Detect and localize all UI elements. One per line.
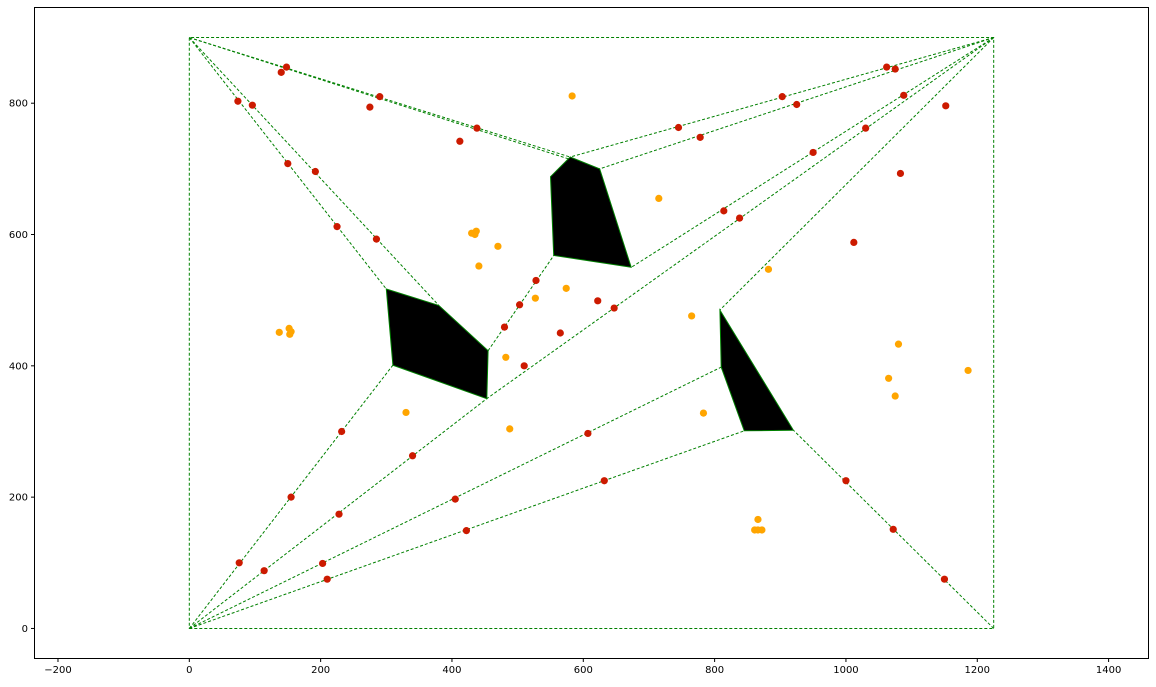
red-point bbox=[456, 137, 464, 145]
red-point bbox=[793, 100, 801, 109]
red-point bbox=[735, 214, 744, 222]
orange-point bbox=[699, 409, 708, 417]
boundary-edge bbox=[188, 37, 995, 629]
orange-point bbox=[891, 392, 899, 400]
red-point bbox=[584, 429, 592, 438]
orange-point bbox=[506, 425, 514, 433]
orange-point bbox=[758, 526, 766, 534]
red-point bbox=[520, 362, 528, 370]
red-point bbox=[287, 493, 295, 501]
orange-point bbox=[287, 328, 295, 336]
red-point bbox=[532, 276, 540, 285]
orange-point bbox=[688, 312, 696, 320]
orange-point bbox=[475, 262, 483, 270]
red-point bbox=[942, 102, 950, 110]
x-tick-label: 600 bbox=[574, 665, 593, 676]
orange-point bbox=[894, 340, 903, 348]
red-point bbox=[556, 329, 564, 337]
red-point bbox=[696, 133, 704, 141]
red-point bbox=[889, 525, 897, 533]
y-tick-label: 400 bbox=[9, 361, 28, 372]
red-point bbox=[282, 63, 291, 71]
red-point bbox=[896, 169, 905, 178]
red-point bbox=[311, 167, 319, 176]
x-tick-label: 1200 bbox=[965, 665, 990, 676]
orange-point bbox=[562, 284, 570, 292]
red-point bbox=[940, 575, 949, 583]
orange-point bbox=[885, 374, 893, 382]
x-tick-label: 800 bbox=[705, 665, 724, 676]
red-point bbox=[277, 68, 285, 76]
red-point bbox=[372, 235, 381, 243]
red-point bbox=[674, 123, 683, 132]
red-point bbox=[451, 495, 459, 503]
red-point bbox=[284, 160, 292, 168]
red-point bbox=[323, 575, 331, 583]
orange-point bbox=[502, 353, 510, 361]
red-point bbox=[883, 63, 891, 71]
red-point bbox=[842, 477, 850, 485]
red-point bbox=[473, 124, 481, 132]
path-edge bbox=[188, 37, 440, 306]
red-point bbox=[333, 223, 341, 231]
red-point bbox=[338, 427, 346, 436]
orange-point bbox=[754, 515, 762, 524]
red-point bbox=[234, 97, 242, 105]
red-point bbox=[594, 297, 602, 305]
red-point bbox=[235, 559, 243, 567]
x-tick-label: 1400 bbox=[1096, 665, 1121, 676]
red-point bbox=[462, 527, 471, 535]
path-edge bbox=[189, 37, 600, 170]
path-edge bbox=[189, 430, 745, 629]
orange-point bbox=[275, 328, 283, 336]
orange-point bbox=[494, 242, 502, 250]
y-tick-label: 600 bbox=[9, 230, 28, 241]
path-edge bbox=[719, 37, 995, 311]
red-point bbox=[500, 323, 509, 331]
x-tick-label: 0 bbox=[186, 665, 192, 676]
orange-point bbox=[531, 294, 539, 302]
orange-point bbox=[655, 194, 663, 203]
red-point bbox=[610, 304, 618, 312]
red-point bbox=[862, 124, 870, 132]
orange-point bbox=[568, 92, 576, 100]
obstacle-polygon bbox=[719, 308, 795, 432]
red-point bbox=[408, 452, 417, 460]
orange-point bbox=[764, 265, 773, 273]
path-edge bbox=[630, 37, 994, 268]
orange-point bbox=[471, 230, 479, 239]
red-point bbox=[600, 477, 608, 485]
x-tick-label: 1000 bbox=[833, 665, 858, 676]
x-tick-label: −200 bbox=[44, 665, 71, 676]
path-edge bbox=[188, 37, 387, 290]
red-point bbox=[720, 207, 728, 215]
obstacle-polygon bbox=[385, 288, 489, 400]
x-tick-label: 200 bbox=[311, 665, 330, 676]
y-tick-label: 800 bbox=[9, 99, 28, 110]
orange-point bbox=[964, 366, 972, 375]
red-point bbox=[809, 148, 817, 157]
red-point bbox=[515, 301, 524, 309]
red-point bbox=[248, 101, 256, 109]
red-point bbox=[335, 510, 343, 518]
red-point bbox=[366, 103, 374, 111]
red-point bbox=[319, 559, 327, 568]
red-point bbox=[900, 91, 908, 99]
x-tick-label: 400 bbox=[442, 665, 461, 676]
orange-point bbox=[402, 408, 410, 417]
y-tick-label: 0 bbox=[22, 624, 28, 635]
red-point bbox=[891, 65, 899, 73]
red-point bbox=[376, 93, 384, 101]
red-point bbox=[260, 567, 268, 575]
plot-area-frame bbox=[34, 7, 1149, 659]
red-point bbox=[850, 238, 858, 246]
obstacle-polygon bbox=[549, 156, 632, 268]
y-tick-label: 200 bbox=[9, 493, 28, 504]
red-point bbox=[778, 93, 786, 101]
